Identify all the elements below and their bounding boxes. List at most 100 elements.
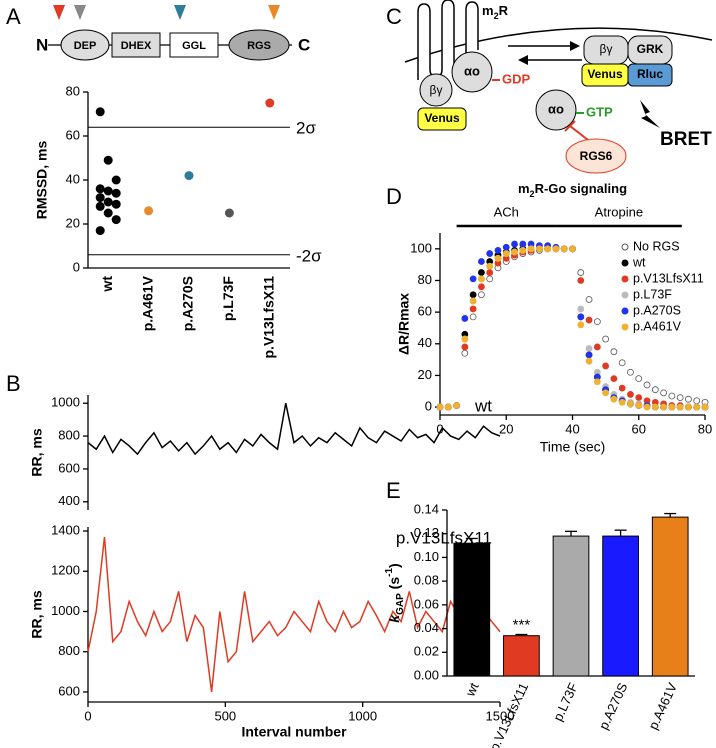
legend-label: p.A461V: [633, 319, 682, 333]
domain-label: DHEX: [121, 40, 152, 52]
line: [87, 403, 501, 456]
node-label: αo: [464, 63, 480, 78]
rluc: [627, 63, 673, 87]
point: [585, 296, 593, 303]
arrowhead: [518, 55, 528, 65]
point: [103, 155, 113, 165]
point: [486, 250, 494, 257]
reference-label: -2σ: [296, 246, 322, 265]
point: [676, 403, 684, 411]
annotation: ***: [513, 616, 531, 633]
point: [618, 359, 626, 367]
x-tick-label: p.L73F: [220, 276, 236, 322]
domain-shape: [228, 29, 290, 61]
y-tick-label: 1200: [51, 563, 80, 578]
y-tick-label: 0.08: [414, 573, 439, 588]
point: [494, 254, 502, 262]
y-axis-label-part: (s: [386, 577, 402, 594]
node-label: GDP: [502, 71, 531, 86]
panel-label: E: [386, 478, 401, 503]
point: [111, 188, 121, 198]
point: [577, 269, 585, 276]
legend-label: No RGS: [633, 239, 680, 253]
point: [552, 245, 560, 253]
domain-shape: [60, 29, 110, 61]
point: [660, 403, 667, 411]
y-tick-label: 800: [58, 428, 80, 443]
text-part: 2: [494, 11, 499, 21]
point: [585, 316, 593, 324]
point: [569, 245, 576, 253]
point: [519, 247, 527, 254]
c-terminus: C: [298, 35, 310, 54]
inhibition: [564, 120, 576, 132]
point: [224, 208, 234, 218]
point: [602, 362, 610, 370]
point: [577, 321, 585, 329]
point: [627, 391, 634, 398]
y-tick-label: 0.04: [414, 620, 439, 635]
point: [103, 208, 113, 218]
series-label: wt: [474, 396, 492, 415]
text-part: R: [499, 3, 509, 18]
x-tick-label: 0: [436, 421, 443, 436]
point: [676, 394, 684, 401]
panel-label: C: [386, 4, 402, 29]
point: [95, 201, 105, 211]
point: [577, 305, 585, 313]
y-tick-label: 1400: [51, 522, 80, 537]
y-tick-label: 60: [418, 304, 432, 319]
point: [593, 318, 601, 326]
point: [461, 349, 469, 357]
point: [651, 403, 659, 411]
node-label: βγ: [600, 42, 613, 56]
point: [527, 245, 535, 253]
point: [111, 215, 121, 225]
domain-label: DEP: [74, 40, 97, 52]
point: [478, 258, 485, 265]
point: [265, 98, 275, 108]
bar: [552, 535, 590, 677]
point: [635, 394, 643, 401]
variant-marker: [74, 5, 86, 20]
point: [469, 291, 477, 299]
g-beta-gamma: [419, 73, 453, 107]
x-axis-label: Time (sec): [540, 439, 606, 455]
chart-title: m2R-Go signaling: [518, 181, 627, 199]
point: [585, 357, 593, 365]
point: [643, 403, 651, 411]
x-tick-label: 80: [698, 421, 712, 436]
node-label: GRK: [637, 42, 664, 56]
point: [585, 345, 593, 352]
point: [461, 335, 469, 343]
point: [95, 184, 105, 194]
point: [693, 403, 701, 411]
point: [478, 269, 485, 276]
point: [685, 395, 692, 403]
point: [593, 378, 601, 386]
point: [453, 402, 460, 409]
g-alpha: [451, 51, 493, 93]
node-label: Venus: [587, 67, 623, 81]
point: [685, 403, 692, 411]
y-tick-label: 20: [66, 215, 80, 230]
bar: [453, 542, 491, 677]
panel-label: B: [6, 371, 21, 396]
receptor-label: m2R: [482, 3, 509, 21]
x-tick-label: p.A270S: [180, 276, 196, 331]
point: [701, 403, 709, 411]
point: [635, 402, 643, 409]
point: [461, 343, 469, 351]
y-tick-label: 60: [66, 127, 80, 142]
inhibition: [569, 125, 589, 141]
point: [502, 243, 510, 251]
node-label: αo: [548, 101, 564, 116]
point: [511, 248, 518, 256]
x-tick-label: 500: [214, 708, 236, 723]
chart-title-part: m: [518, 181, 530, 196]
legend-label: p.V13LfsX11: [633, 271, 704, 285]
point: [577, 277, 585, 284]
point: [486, 269, 494, 276]
point: [651, 386, 659, 394]
